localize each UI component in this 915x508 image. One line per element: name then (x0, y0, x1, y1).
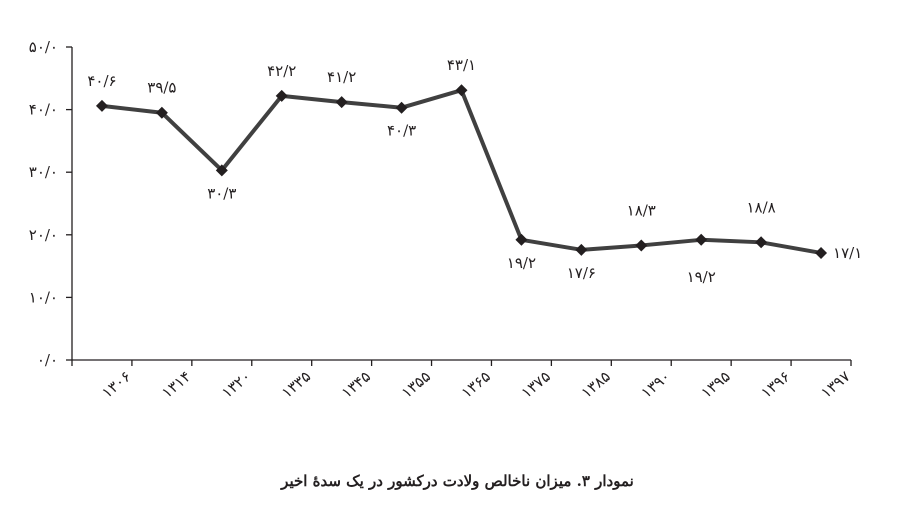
y-axis: ۰/۰ ۱۰/۰ ۲۰/۰ ۳۰/۰ ۴۰/۰ ۵۰/۰ (29, 38, 73, 369)
x-tick-label: ۱۳۵۵ (398, 367, 434, 402)
x-tick-label: ۱۳۸۵ (578, 367, 614, 402)
data-label: ۴۲/۲ (267, 62, 296, 80)
x-tick-label: ۱۳۹۰ (638, 367, 674, 402)
x-tick-label: ۱۳۲۰ (218, 367, 254, 402)
y-tick-label: ۲۰/۰ (29, 226, 58, 244)
x-tick-label: ۱۳۹۷ (817, 367, 853, 402)
data-point (695, 233, 708, 246)
x-tick-label: ۱۳۳۵ (278, 367, 314, 402)
series-line (101, 88, 822, 255)
x-tick-label: ۱۳۷۵ (518, 367, 554, 402)
data-point (815, 246, 828, 259)
line-chart: ۰/۰ ۱۰/۰ ۲۰/۰ ۳۰/۰ ۴۰/۰ ۵۰/۰ ۱۳۰۶ ۱۳۱۴ ۱۳۲۰ ۱۳۳۵… (29, 38, 863, 402)
y-tick-label: ۱۰/۰ (29, 288, 58, 306)
x-tick-label: ۱۳۹۶ (757, 367, 793, 402)
data-label: ۱۷/۶ (567, 264, 596, 282)
x-tick-label: ۱۳۱۴ (158, 367, 194, 402)
data-label: ۴۳/۱ (447, 56, 476, 74)
chart-caption: نمودار ۳. میزان ناخالص ولادت درکشور در ی… (281, 472, 634, 490)
data-label: ۱۹/۲ (507, 254, 536, 272)
data-point (755, 236, 768, 249)
data-point (515, 233, 528, 246)
data-point (395, 101, 408, 114)
data-point (335, 96, 348, 109)
data-labels: ۴۰/۶ ۳۹/۵ ۳۰/۳ ۴۲/۲ ۴۱/۲ ۴۰/۳ ۴۳/۱ ۱۹/۲ ۱۷/۶ ۱۸/۳… (87, 56, 862, 286)
x-axis: ۱۳۰۶ ۱۳۱۴ ۱۳۲۰ ۱۳۳۵ ۱۳۴۵ ۱۳۵۵ ۱۳۶۵ ۱۳۷۵ ۱۳۸۵ ۱۳۹۰… (71, 359, 854, 402)
data-label: ۴۱/۲ (327, 68, 356, 86)
x-tick-label: ۱۳۴۵ (338, 367, 374, 402)
data-label: ۳۹/۵ (147, 79, 176, 97)
data-point (215, 164, 228, 177)
data-label: ۴۰/۳ (387, 122, 416, 140)
data-point (635, 239, 648, 252)
y-tick-label: ۰/۰ (37, 351, 58, 369)
data-point (95, 99, 108, 112)
data-point (575, 243, 588, 256)
data-label: ۱۷/۱ (833, 244, 862, 262)
data-point (275, 89, 288, 102)
data-label: ۱۸/۸ (746, 198, 775, 216)
series (95, 84, 828, 259)
x-tick-label: ۱۳۶۵ (458, 367, 494, 402)
y-tick-label: ۵۰/۰ (29, 38, 58, 56)
y-tick-label: ۳۰/۰ (29, 163, 58, 181)
x-tick-label: ۱۳۹۵ (697, 367, 733, 402)
data-label: ۱۹/۲ (687, 268, 716, 286)
data-label: ۱۸/۳ (627, 201, 656, 219)
data-label: ۴۰/۶ (87, 72, 116, 90)
y-tick-label: ۴۰/۰ (29, 101, 58, 119)
x-tick-label: ۱۳۰۶ (98, 367, 134, 402)
data-point (455, 84, 468, 97)
data-point (155, 106, 168, 119)
data-label: ۳۰/۳ (207, 184, 236, 202)
